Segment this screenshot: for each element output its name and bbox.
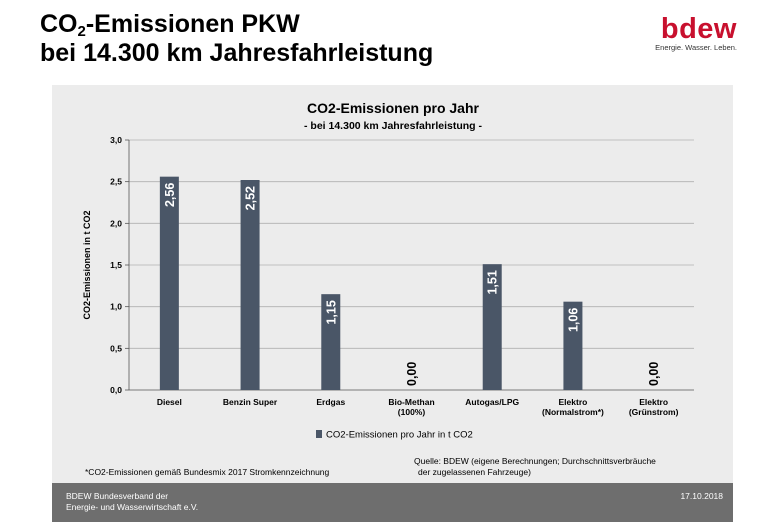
bar [321, 294, 341, 390]
slide-footer: BDEW Bundesverband der Energie- und Wass… [52, 483, 733, 522]
x-tick-label: Benzin Super [223, 397, 278, 407]
chart-panel: CO2-Emissionen pro Jahr - bei 14.300 km J… [52, 85, 733, 483]
y-tick-label: 0,5 [110, 343, 122, 353]
y-tick-label: 3,0 [110, 135, 122, 145]
x-tick-label: Bio-Methan [388, 397, 434, 407]
chart-subtitle: - bei 14.300 km Jahresfahrleistung - [304, 120, 482, 132]
legend-swatch [316, 430, 322, 438]
logo-word: bdew [660, 13, 737, 45]
bar-value-label: 1,06 [566, 308, 580, 332]
y-tick-label: 2,0 [110, 218, 122, 228]
x-tick-label: (Normalstrom*) [542, 407, 604, 417]
slide-title-line1: CO2-Emissionen PKW [40, 10, 300, 40]
x-tick-label: Elektro [559, 397, 588, 407]
legend-label: CO2-Emissionen pro Jahr in t CO2 [326, 430, 473, 441]
bdew-logo: bdew Energie. Wasser. Leben. [655, 14, 737, 52]
bar-value-label: 2,52 [244, 186, 258, 210]
bar-value-label: 1,15 [324, 300, 338, 324]
slide-title-line2: bei 14.300 km Jahresfahrleistung [40, 39, 434, 67]
chart-title: CO2-Emissionen pro Jahr [307, 100, 479, 116]
y-tick-label: 1,0 [110, 302, 122, 312]
bar [563, 301, 583, 390]
logo-tagline: Energie. Wasser. Leben. [655, 43, 737, 52]
footnote: *CO2-Emissionen gemäß Bundesmix 2017 Str… [85, 467, 330, 477]
y-axis-label: CO2-Emissionen in t CO2 [82, 210, 92, 319]
y-tick-label: 2,5 [110, 177, 122, 187]
bar-value-label: 0,00 [405, 362, 419, 386]
y-tick-label: 0,0 [110, 385, 122, 395]
x-tick-label: Diesel [157, 397, 182, 407]
x-tick-label: Autogas/LPG [465, 397, 519, 407]
y-tick-label: 1,5 [110, 260, 122, 270]
bar [159, 176, 179, 390]
x-tick-label: Erdgas [316, 397, 345, 407]
footer-organization: BDEW Bundesverband der Energie- und Wass… [66, 491, 199, 512]
slide-title: CO2-Emissionen PKW bei 14.300 km Jahresf… [40, 10, 433, 68]
footer-date: 17.10.2018 [680, 491, 723, 501]
bar [482, 264, 502, 390]
bar-chart: CO2-Emissionen pro Jahr - bei 14.300 km J… [82, 100, 694, 441]
bar-value-label: 0,00 [647, 362, 661, 386]
x-tick-label: Elektro [639, 397, 668, 407]
bar-value-label: 2,56 [163, 183, 177, 207]
x-tick-label: (100%) [398, 407, 426, 417]
bar-value-label: 1,51 [486, 270, 500, 294]
x-tick-label: (Grünstrom) [629, 407, 679, 417]
bar [240, 180, 260, 390]
source-note: Quelle: BDEW (eigene Berechnungen; Durch… [414, 456, 656, 477]
